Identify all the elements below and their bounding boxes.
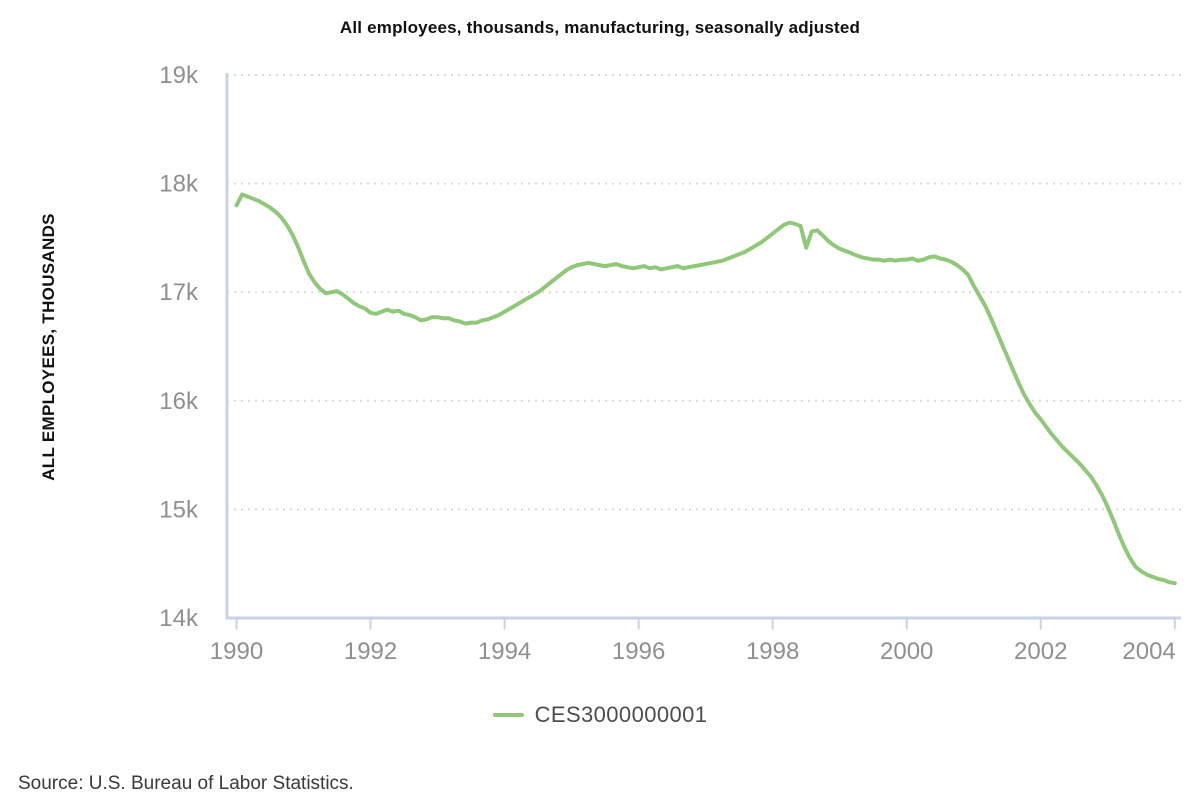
x-tick-label: 1996: [612, 638, 665, 665]
x-tick-label: 2000: [880, 638, 933, 665]
x-tick-label: 1994: [478, 638, 531, 665]
x-axis-line: [225, 616, 1181, 620]
data-line-ces3000000001[interactable]: [234, 192, 1177, 586]
y-tick-label: 14k: [159, 605, 199, 632]
y-tick-label: 18k: [159, 171, 199, 198]
y-axis-line: [225, 73, 229, 620]
y-tick-label: 19k: [159, 62, 199, 89]
x-tick-label: 1992: [344, 638, 397, 665]
y-tick-label: 16k: [159, 388, 199, 415]
source-attribution: Source: U.S. Bureau of Labor Statistics.: [18, 773, 354, 794]
x-tick-label: 1990: [210, 638, 263, 665]
chart-title: All employees, thousands, manufacturing,…: [339, 18, 861, 37]
x-tick: [369, 619, 372, 630]
legend-swatch: [492, 713, 524, 717]
y-tick-label: 15k: [159, 496, 199, 523]
x-tick: [503, 619, 506, 630]
x-tick-label: 2004: [1122, 638, 1175, 665]
x-tick: [905, 619, 908, 630]
x-tick: [771, 619, 774, 630]
y-tick-label: 17k: [159, 279, 199, 306]
x-tick: [1039, 619, 1042, 630]
x-tick-label: 1998: [746, 638, 799, 665]
legend-series-label: CES3000000001: [534, 702, 708, 727]
x-tick: [637, 619, 640, 630]
x-tick: [235, 619, 238, 630]
x-tick-label: 2002: [1014, 638, 1067, 665]
legend[interactable]: CES3000000001: [0, 702, 1200, 728]
x-tick: [1173, 619, 1176, 630]
